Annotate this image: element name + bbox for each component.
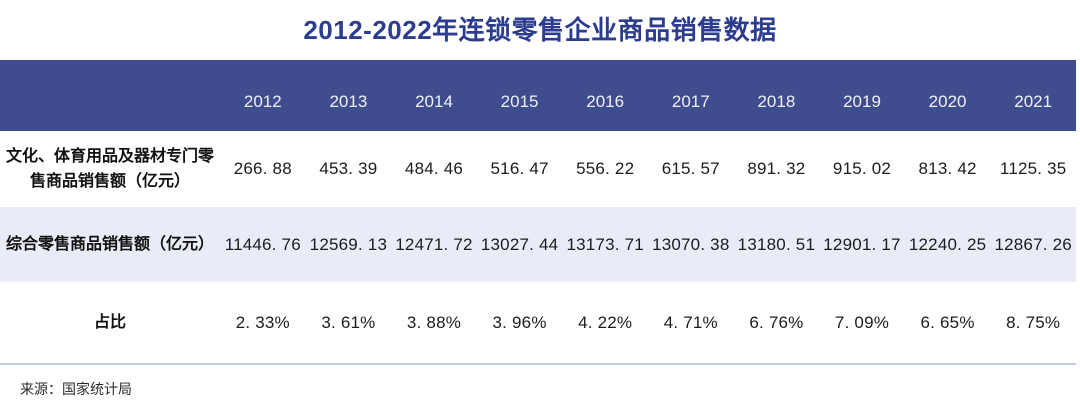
year-header: 2017 — [671, 91, 710, 111]
table-cell: 12569. 13 — [309, 234, 388, 254]
page-title: 2012-2022年连锁零售企业商品销售数据 — [303, 15, 777, 45]
table-row: 文化、体育用品及器材专门零 售商品销售额（亿元） 266. 88 453. 39… — [0, 131, 1076, 207]
table-cell: 615. 57 — [661, 159, 720, 178]
table-cell: 891. 32 — [747, 159, 806, 178]
table-row: 占比 2. 33% 3. 61% 3. 88% 3. 96% 4. 22% 4.… — [0, 282, 1076, 363]
table-cell: 13027. 44 — [480, 234, 559, 254]
table-cell: 12471. 72 — [395, 234, 473, 254]
year-header: 2014 — [415, 91, 453, 111]
year-header: 2013 — [329, 91, 368, 111]
table-row: 综合零售商品销售额（亿元） 11446. 76 12569. 13 12471.… — [0, 207, 1076, 282]
row-label: 综合零售商品销售额（亿元） — [6, 236, 215, 253]
corner-blank-cell — [0, 90, 220, 102]
source-text: 来源：国家统计局 — [20, 381, 132, 397]
year-header: 2020 — [928, 91, 967, 111]
table-cell: 3. 96% — [492, 312, 547, 332]
table-cell: 915. 02 — [832, 159, 892, 178]
table-cell: 484. 46 — [404, 159, 464, 178]
table-cell: 516. 47 — [490, 159, 549, 178]
year-header: 2012 — [243, 91, 282, 111]
table-cell: 13180. 51 — [737, 234, 816, 254]
table-cell: 13070. 38 — [652, 234, 730, 254]
table-header-row: 2012 2013 2014 2015 2016 2017 2018 2019 … — [0, 60, 1076, 131]
table-cell: 1125. 35 — [999, 159, 1067, 178]
data-table: 2012 2013 2014 2015 2016 2017 2018 2019 … — [0, 60, 1076, 363]
row-label: 占比 — [93, 314, 126, 331]
table-cell: 6. 65% — [920, 312, 975, 332]
table-cell: 453. 39 — [319, 159, 378, 178]
table-cell: 11446. 76 — [224, 234, 301, 254]
table-cell: 266. 88 — [233, 159, 292, 178]
table-cell: 4. 71% — [663, 312, 718, 332]
table-cell: 3. 88% — [406, 312, 462, 332]
table-cell: 3. 61% — [321, 312, 376, 332]
table-cell: 13173. 71 — [566, 234, 644, 254]
table-cell: 6. 76% — [749, 312, 804, 332]
year-header: 2019 — [843, 91, 881, 111]
year-header: 2018 — [757, 91, 796, 111]
year-header: 2016 — [586, 91, 625, 111]
table-cell: 4. 22% — [578, 312, 633, 332]
table-cell: 813. 42 — [918, 159, 977, 178]
table-cell: 12240. 25 — [908, 234, 987, 254]
table-cell: 12867. 26 — [994, 234, 1072, 254]
year-header: 2021 — [1014, 91, 1053, 111]
row-label: 文化、体育用品及器材专门零 售商品销售额（亿元） — [6, 148, 215, 190]
table-cell: 556. 22 — [576, 159, 635, 178]
table-cell: 2. 33% — [235, 312, 290, 332]
table-cell: 12901. 17 — [823, 234, 901, 254]
table-cell: 7. 09% — [834, 312, 890, 332]
year-header: 2015 — [500, 91, 539, 111]
table-cell: 8. 75% — [1006, 312, 1061, 332]
footer-divider — [0, 363, 1076, 365]
